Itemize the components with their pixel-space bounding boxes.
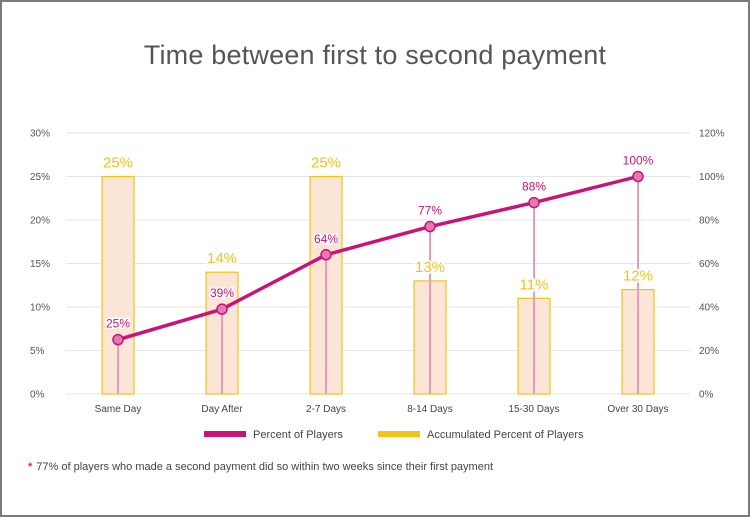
chart-title: Time between first to second payment	[143, 40, 607, 70]
drop-lines	[117, 176, 639, 394]
left-axis-tick-label: 30%	[30, 129, 50, 140]
left-axis-tick-label: 0%	[30, 390, 45, 401]
line-labels: 25% 39% 64% 77% 88% 100%	[104, 152, 655, 332]
line-point	[528, 196, 540, 209]
right-axis-tick-label: 20%	[699, 346, 719, 357]
bar-labels: 25% 14% 25% 13% 11% 12%	[101, 153, 655, 296]
bar-value-label: 25%	[103, 155, 133, 172]
left-axis-tick-label: 20%	[30, 216, 50, 227]
line-value-label: 77%	[418, 204, 442, 218]
bar-series	[101, 175, 655, 395]
footnote-marker: *	[28, 461, 33, 473]
line-point	[320, 249, 332, 261]
category-labels: Same Day Day After 2-7 Days 8-14 Days 15-30 …	[95, 404, 669, 415]
line-value-label: 88%	[522, 180, 546, 194]
line-point	[424, 220, 436, 233]
category-label: Day After	[201, 404, 243, 415]
line-series	[112, 170, 644, 346]
left-axis-tick-label: 15%	[30, 259, 50, 270]
right-axis-tick-label: 0%	[699, 390, 714, 401]
right-axis-tick-label: 60%	[699, 259, 719, 270]
right-axis-tick-label: 100%	[699, 172, 725, 183]
category-label: 2-7 Days	[306, 404, 346, 415]
legend-swatch-accumulated-percent	[378, 431, 420, 437]
left-axis-tick-label: 10%	[30, 303, 50, 314]
legend: Percent of Players Accumulated Percent o…	[204, 429, 584, 441]
right-axis-tick-label: 40%	[699, 303, 719, 314]
line-value-label: 64%	[314, 232, 338, 246]
left-axis-tick-label: 5%	[30, 346, 45, 357]
category-label: 8-14 Days	[407, 404, 453, 415]
legend-swatch-percent-of-players	[204, 431, 246, 437]
legend-label-accumulated-percent: Accumulated Percent of Players	[427, 429, 584, 441]
bar-value-label: 14%	[207, 250, 237, 267]
left-axis-ticks: 0% 5% 10% 15% 20% 25% 30%	[30, 129, 50, 401]
legend-label-percent-of-players: Percent of Players	[253, 429, 343, 441]
bar-value-label: 12%	[623, 268, 653, 285]
line-point	[216, 303, 228, 315]
bar-value-label: 11%	[520, 276, 549, 293]
line-value-label: 39%	[210, 286, 234, 300]
bar-value-label: 25%	[311, 155, 341, 172]
category-label: Same Day	[95, 404, 142, 415]
grid-lines	[66, 132, 690, 395]
footnote-text: 77% of players who made a second payment…	[36, 461, 494, 473]
line-value-label: 25%	[106, 317, 130, 331]
line-value-label: 100%	[623, 154, 654, 168]
category-label: Over 30 Days	[607, 404, 668, 415]
category-label: 15-30 Days	[508, 404, 559, 415]
series-line	[116, 174, 640, 342]
line-point	[112, 333, 124, 346]
left-axis-tick-label: 25%	[30, 172, 50, 183]
right-axis-ticks: 0% 20% 40% 60% 80% 100% 120%	[699, 129, 725, 401]
bar-value-label: 13%	[415, 259, 445, 276]
footnote: * 77% of players who made a second paymen…	[28, 461, 493, 473]
right-axis-tick-label: 80%	[699, 216, 719, 227]
line-point	[632, 170, 644, 183]
right-axis-tick-label: 120%	[699, 129, 725, 140]
